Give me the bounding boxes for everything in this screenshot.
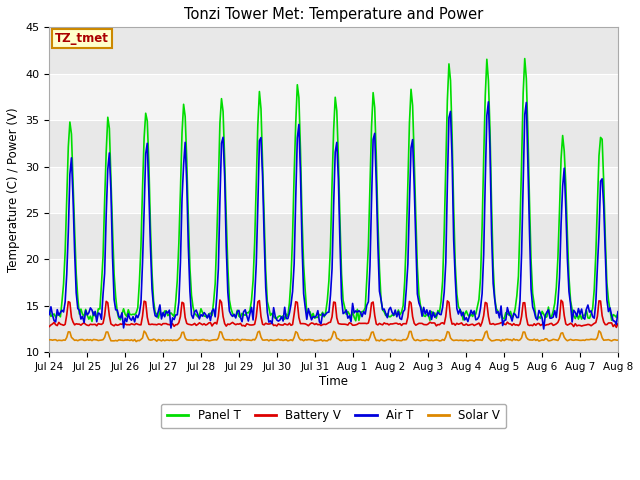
Air T xyxy=(632,275,639,281)
Line: Air T: Air T xyxy=(49,102,636,329)
Battery V xyxy=(142,299,150,305)
Solar V xyxy=(595,328,603,334)
Text: TZ_tmet: TZ_tmet xyxy=(55,32,109,45)
Solar V xyxy=(120,337,127,343)
Solar V xyxy=(632,335,639,340)
Battery V xyxy=(477,323,484,329)
Panel T xyxy=(244,310,252,316)
Line: Solar V: Solar V xyxy=(49,331,636,342)
Battery V xyxy=(120,321,127,326)
Line: Panel T: Panel T xyxy=(49,59,636,322)
Panel T xyxy=(622,314,630,320)
Panel T xyxy=(477,275,484,281)
Panel T xyxy=(143,118,151,124)
Panel T xyxy=(521,56,529,61)
Bar xyxy=(49,74,618,120)
Solar V xyxy=(45,337,53,343)
Panel T xyxy=(632,209,639,215)
Bar xyxy=(49,306,618,352)
Air T xyxy=(142,151,150,156)
Air T xyxy=(120,325,127,331)
Solar V xyxy=(132,339,140,345)
X-axis label: Time: Time xyxy=(319,375,348,388)
Battery V xyxy=(622,322,630,327)
Battery V xyxy=(346,320,353,325)
Panel T xyxy=(122,312,129,317)
Battery V xyxy=(632,314,639,320)
Solar V xyxy=(477,337,484,343)
Bar xyxy=(49,259,618,306)
Y-axis label: Temperature (C) / Power (V): Temperature (C) / Power (V) xyxy=(7,108,20,272)
Bar xyxy=(49,120,618,167)
Legend: Panel T, Battery V, Air T, Solar V: Panel T, Battery V, Air T, Solar V xyxy=(161,404,506,429)
Title: Tonzi Tower Met: Temperature and Power: Tonzi Tower Met: Temperature and Power xyxy=(184,7,483,22)
Panel T xyxy=(45,308,53,313)
Air T xyxy=(475,313,483,319)
Solar V xyxy=(244,337,252,343)
Air T xyxy=(243,313,251,319)
Air T xyxy=(344,315,352,321)
Solar V xyxy=(143,334,151,339)
Battery V xyxy=(45,324,53,329)
Bar xyxy=(49,213,618,259)
Air T xyxy=(622,314,630,320)
Solar V xyxy=(622,337,630,343)
Battery V xyxy=(244,322,252,327)
Air T xyxy=(540,326,548,332)
Panel T xyxy=(88,319,96,324)
Bar xyxy=(49,27,618,74)
Line: Battery V: Battery V xyxy=(49,300,636,327)
Air T xyxy=(45,312,53,317)
Air T xyxy=(484,99,492,105)
Battery V xyxy=(216,297,224,303)
Battery V xyxy=(612,324,620,330)
Panel T xyxy=(346,312,353,317)
Bar xyxy=(49,167,618,213)
Solar V xyxy=(346,337,353,343)
